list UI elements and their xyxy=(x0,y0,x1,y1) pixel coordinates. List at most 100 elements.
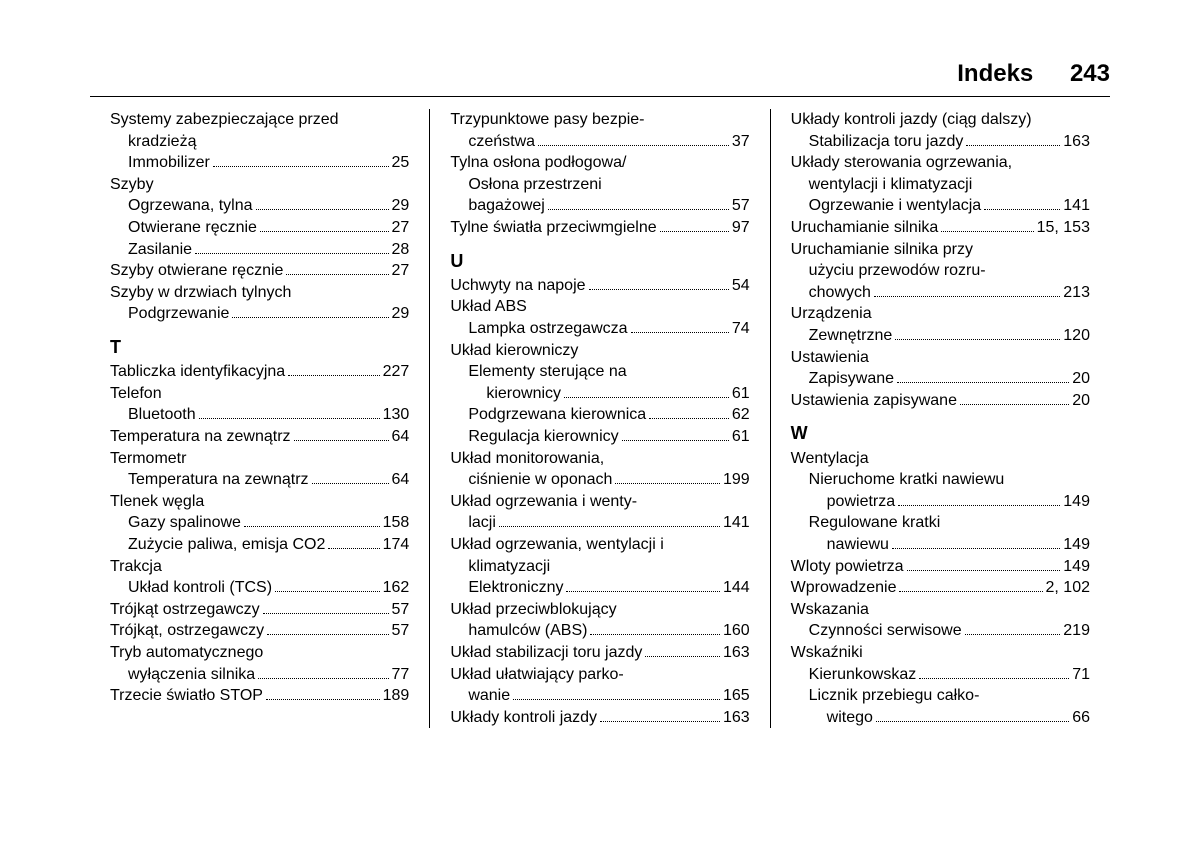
leader-dots xyxy=(960,404,1069,405)
entry-label: Szyby otwierane ręcznie xyxy=(110,260,283,282)
index-entry: wyłączenia silnika77 xyxy=(110,664,409,686)
index-line: Układy kontroli jazdy (ciąg dalszy) xyxy=(791,109,1090,131)
leader-dots xyxy=(312,483,389,484)
column-3: Układy kontroli jazdy (ciąg dalszy)Stabi… xyxy=(771,109,1110,728)
index-entry: Bluetooth130 xyxy=(110,404,409,426)
entry-label: Podgrzewanie xyxy=(128,303,229,325)
index-line: Tylna osłona podłogowa/ xyxy=(450,152,749,174)
index-columns: Systemy zabezpieczające przedkradzieżąIm… xyxy=(90,109,1110,728)
leader-dots xyxy=(195,253,389,254)
section-letter: T xyxy=(110,335,409,359)
leader-dots xyxy=(907,570,1061,571)
entry-page: 141 xyxy=(1063,195,1090,217)
entry-label: Otwierane ręcznie xyxy=(128,217,257,239)
entry-page: 37 xyxy=(732,131,750,153)
entry-label: Zasilanie xyxy=(128,239,192,261)
index-line: Regulowane kratki xyxy=(791,512,1090,534)
index-line: Układ monitorowania, xyxy=(450,448,749,470)
index-entry: Regulacja kierownicy61 xyxy=(450,426,749,448)
entry-label: Ustawienia zapisywane xyxy=(791,390,957,412)
leader-dots xyxy=(232,317,388,318)
index-entry: chowych 213 xyxy=(791,282,1090,304)
entry-label: chowych xyxy=(809,282,871,304)
entry-page: 199 xyxy=(723,469,750,491)
index-entry: Elektroniczny144 xyxy=(450,577,749,599)
leader-dots xyxy=(244,526,380,527)
leader-dots xyxy=(267,634,388,635)
index-line: Układ ułatwiający parko- xyxy=(450,664,749,686)
entry-page: 162 xyxy=(383,577,410,599)
leader-dots xyxy=(288,375,379,376)
entry-label: Wprowadzenie xyxy=(791,577,897,599)
entry-label: Trójkąt, ostrzegawczy xyxy=(110,620,264,642)
entry-label: Trójkąt ostrzegawczy xyxy=(110,599,260,621)
entry-page: 27 xyxy=(392,260,410,282)
entry-page: 160 xyxy=(723,620,750,642)
entry-page: 2, 102 xyxy=(1046,577,1090,599)
entry-label: Zużycie paliwa, emisja CO2 xyxy=(128,534,325,556)
entry-label: Immobilizer xyxy=(128,152,210,174)
entry-label: Tylne światła przeciwmgielne xyxy=(450,217,656,239)
entry-page: 29 xyxy=(392,303,410,325)
index-line: wentylacji i klimatyzacji xyxy=(791,174,1090,196)
leader-dots xyxy=(919,678,1069,679)
entry-page: 213 xyxy=(1063,282,1090,304)
entry-page: 130 xyxy=(383,404,410,426)
entry-page: 174 xyxy=(383,534,410,556)
leader-dots xyxy=(897,382,1069,383)
entry-label: lacji xyxy=(468,512,496,534)
index-line: Układ ogrzewania i wenty- xyxy=(450,491,749,513)
index-line: Telefon xyxy=(110,383,409,405)
leader-dots xyxy=(660,231,729,232)
leader-dots xyxy=(564,397,729,398)
index-line: klimatyzacji xyxy=(450,556,749,578)
entry-label: czeństwa xyxy=(468,131,535,153)
index-line: Szyby xyxy=(110,174,409,196)
entry-label: wanie xyxy=(468,685,510,707)
index-entry: Wloty powietrza149 xyxy=(791,556,1090,578)
index-line: Układy sterowania ogrzewania, xyxy=(791,152,1090,174)
leader-dots xyxy=(263,613,389,614)
leader-dots xyxy=(600,721,720,722)
entry-page: 29 xyxy=(392,195,410,217)
entry-page: 141 xyxy=(723,512,750,534)
index-line: Tlenek węgla xyxy=(110,491,409,513)
column-2: Trzypunktowe pasy bezpie-czeństwa37Tylna… xyxy=(430,109,769,728)
section-letter: W xyxy=(791,421,1090,445)
entry-page: 61 xyxy=(732,383,750,405)
column-1: Systemy zabezpieczające przedkradzieżąIm… xyxy=(90,109,429,728)
leader-dots xyxy=(286,274,388,275)
index-entry: Zużycie paliwa, emisja CO2 174 xyxy=(110,534,409,556)
index-entry: Trójkąt ostrzegawczy57 xyxy=(110,599,409,621)
entry-page: 15, 153 xyxy=(1037,217,1090,239)
index-entry: Trzecie światło STOP189 xyxy=(110,685,409,707)
leader-dots xyxy=(895,339,1060,340)
index-entry: Zapisywane20 xyxy=(791,368,1090,390)
leader-dots xyxy=(275,591,380,592)
header-title: Indeks xyxy=(957,60,1033,87)
entry-page: 158 xyxy=(383,512,410,534)
index-entry: Lampka ostrzegawcza74 xyxy=(450,318,749,340)
leader-dots xyxy=(538,145,729,146)
entry-label: Ogrzewana, tylna xyxy=(128,195,253,217)
leader-dots xyxy=(966,145,1060,146)
entry-page: 57 xyxy=(392,620,410,642)
entry-page: 219 xyxy=(1063,620,1090,642)
entry-page: 189 xyxy=(383,685,410,707)
index-line: Szyby w drzwiach tylnych xyxy=(110,282,409,304)
index-line: Wskaźniki xyxy=(791,642,1090,664)
index-line: Osłona przestrzeni xyxy=(450,174,749,196)
index-entry: nawiewu149 xyxy=(791,534,1090,556)
entry-label: powietrza xyxy=(827,491,895,513)
index-line: Wskazania xyxy=(791,599,1090,621)
leader-dots xyxy=(899,591,1042,592)
entry-label: Regulacja kierownicy xyxy=(468,426,618,448)
index-line: użyciu przewodów rozru- xyxy=(791,260,1090,282)
leader-dots xyxy=(328,548,379,549)
index-entry: lacji 141 xyxy=(450,512,749,534)
entry-label: witego xyxy=(827,707,873,729)
index-line: Elementy sterujące na xyxy=(450,361,749,383)
entry-page: 74 xyxy=(732,318,750,340)
index-entry: Układ kontroli (TCS)162 xyxy=(110,577,409,599)
index-entry: Ogrzewana, tylna 29 xyxy=(110,195,409,217)
